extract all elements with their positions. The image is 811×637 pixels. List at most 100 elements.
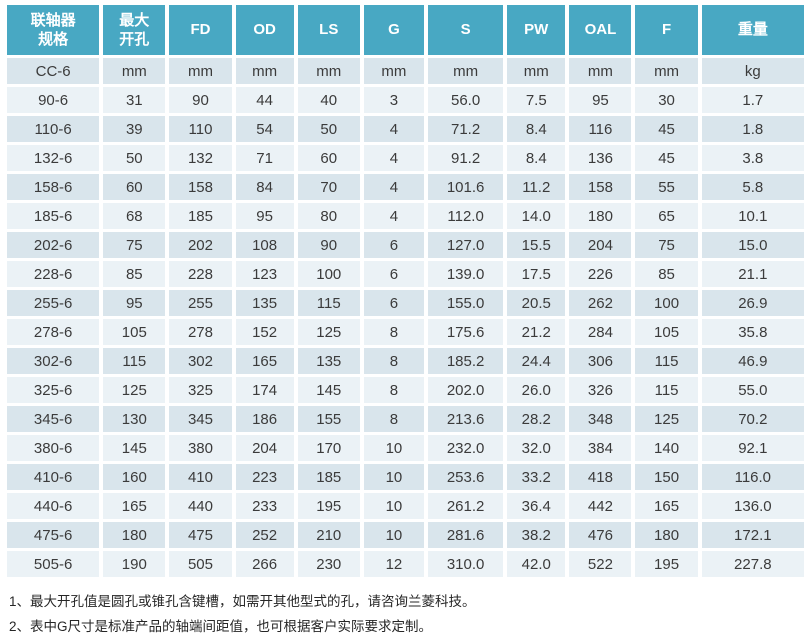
data-cell: 1.7 <box>701 87 804 113</box>
data-cell: 85 <box>635 261 698 287</box>
data-cell: 33.2 <box>507 464 566 490</box>
data-cell: 40 <box>297 87 360 113</box>
column-header-s: S <box>428 5 504 55</box>
column-header-fd: FD <box>169 5 232 55</box>
data-cell: 202.0 <box>428 377 504 403</box>
row-spec-cell: 185-6 <box>7 203 100 229</box>
data-cell: 54 <box>235 116 294 142</box>
data-cell: mm <box>103 58 166 84</box>
data-cell: mm <box>235 58 294 84</box>
row-spec-cell: 345-6 <box>7 406 100 432</box>
footnote-2: 2、表中G尺寸是标准产品的轴端间距值，也可根据客户实际要求定制。 <box>9 619 433 634</box>
data-cell: mm <box>569 58 632 84</box>
data-cell: 8.4 <box>507 145 566 171</box>
data-cell: 50 <box>103 145 166 171</box>
data-cell: 8.4 <box>507 116 566 142</box>
column-header-spec: 联轴器 规格 <box>7 5 100 55</box>
data-cell: 139.0 <box>428 261 504 287</box>
data-cell: 136.0 <box>701 493 804 519</box>
data-cell: 32.0 <box>507 435 566 461</box>
data-cell: 190 <box>103 551 166 577</box>
data-cell: 115 <box>635 377 698 403</box>
data-cell: 50 <box>297 116 360 142</box>
data-cell: 476 <box>569 522 632 548</box>
data-cell: 165 <box>103 493 166 519</box>
data-cell: 505 <box>169 551 232 577</box>
data-cell: 26.9 <box>701 290 804 316</box>
data-cell: 3 <box>363 87 424 113</box>
data-cell: 262 <box>569 290 632 316</box>
column-header-ls: LS <box>297 5 360 55</box>
data-cell: 21.1 <box>701 261 804 287</box>
data-cell: 210 <box>297 522 360 548</box>
data-cell: 284 <box>569 319 632 345</box>
data-cell: 202 <box>169 232 232 258</box>
coupling-spec-table: 联轴器 规格 最大 开孔 FD OD LS G S PW OAL F 重量 CC… <box>3 2 808 580</box>
data-cell: 266 <box>235 551 294 577</box>
data-cell: 186 <box>235 406 294 432</box>
row-spec-cell: 158-6 <box>7 174 100 200</box>
data-cell: 95 <box>569 87 632 113</box>
table-row: 278-6 105 278 152 125 8 175.6 21.2 284 105 35.8 <box>7 319 804 345</box>
row-spec-cell: 380-6 <box>7 435 100 461</box>
data-cell: 15.0 <box>701 232 804 258</box>
data-cell: 92.1 <box>701 435 804 461</box>
data-cell: 100 <box>297 261 360 287</box>
data-cell: 10 <box>363 435 424 461</box>
data-cell: 14.0 <box>507 203 566 229</box>
data-cell: 10 <box>363 522 424 548</box>
row-spec-cell: 202-6 <box>7 232 100 258</box>
data-cell: 136 <box>569 145 632 171</box>
data-cell: 302 <box>169 348 232 374</box>
table-row: 255-6 95 255 135 115 6 155.0 20.5 262 100 26.9 <box>7 290 804 316</box>
table-row: 158-6 60 158 84 70 4 101.6 11.2 158 55 5.8 <box>7 174 804 200</box>
data-cell: 152 <box>235 319 294 345</box>
column-header-od: OD <box>235 5 294 55</box>
data-cell: 233 <box>235 493 294 519</box>
data-cell: 123 <box>235 261 294 287</box>
data-cell: 115 <box>635 348 698 374</box>
row-spec-cell: 110-6 <box>7 116 100 142</box>
data-cell: 45 <box>635 145 698 171</box>
data-cell: mm <box>169 58 232 84</box>
data-cell: 36.4 <box>507 493 566 519</box>
data-cell: 105 <box>103 319 166 345</box>
data-cell: 20.5 <box>507 290 566 316</box>
data-cell: mm <box>507 58 566 84</box>
data-cell: 21.2 <box>507 319 566 345</box>
data-cell: 15.5 <box>507 232 566 258</box>
data-cell: 255 <box>169 290 232 316</box>
data-cell: 26.0 <box>507 377 566 403</box>
row-spec-cell: 505-6 <box>7 551 100 577</box>
data-cell: 172.1 <box>701 522 804 548</box>
data-cell: 418 <box>569 464 632 490</box>
data-cell: 1.8 <box>701 116 804 142</box>
data-cell: 174 <box>235 377 294 403</box>
data-cell: 158 <box>569 174 632 200</box>
data-cell: 125 <box>103 377 166 403</box>
data-cell: 68 <box>103 203 166 229</box>
data-cell: 278 <box>169 319 232 345</box>
data-cell: 71 <box>235 145 294 171</box>
row-spec-cell: 228-6 <box>7 261 100 287</box>
data-cell: 230 <box>297 551 360 577</box>
table-row: 475-6 180 475 252 210 10 281.6 38.2 476 180 172.1 <box>7 522 804 548</box>
data-cell: 158 <box>169 174 232 200</box>
data-cell: 4 <box>363 116 424 142</box>
data-cell: kg <box>701 58 804 84</box>
data-cell: 70 <box>297 174 360 200</box>
data-cell: 8 <box>363 406 424 432</box>
data-cell: 108 <box>235 232 294 258</box>
data-cell: 10.1 <box>701 203 804 229</box>
data-cell: 160 <box>103 464 166 490</box>
data-cell: 130 <box>103 406 166 432</box>
data-cell: mm <box>297 58 360 84</box>
data-cell: 135 <box>235 290 294 316</box>
data-cell: 10 <box>363 464 424 490</box>
data-cell: 4 <box>363 174 424 200</box>
data-cell: 150 <box>635 464 698 490</box>
data-cell: mm <box>428 58 504 84</box>
data-cell: 90 <box>297 232 360 258</box>
data-cell: 110 <box>169 116 232 142</box>
